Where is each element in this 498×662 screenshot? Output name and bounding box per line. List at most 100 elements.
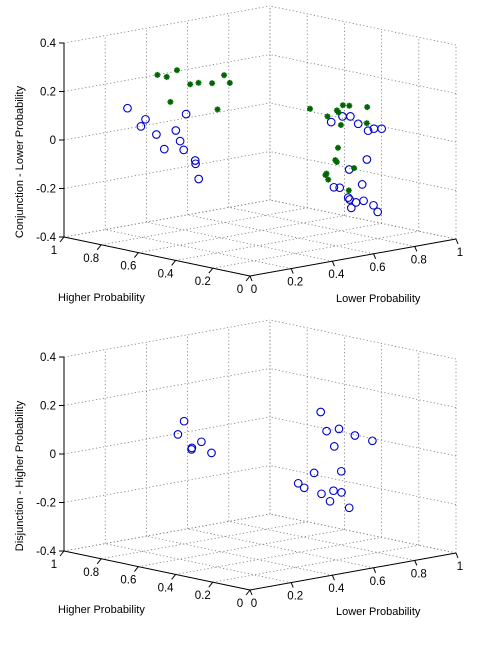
data-point-star — [351, 165, 358, 172]
plot2-y-tick-label: 0.4 — [158, 582, 175, 594]
data-point-star — [221, 72, 228, 79]
plot1-grid-line — [269, 5, 457, 46]
plot2-y-tick-label: 0.2 — [195, 590, 211, 602]
data-point-circle — [159, 144, 169, 154]
data-point-circle — [362, 155, 372, 164]
data-point-circle — [181, 109, 191, 119]
plot1-y-tick — [245, 275, 251, 282]
plot1-grid-line — [269, 199, 457, 240]
data-point-star — [325, 176, 332, 183]
data-point-circle — [207, 448, 216, 458]
plot1-y-tick — [208, 267, 214, 274]
plot1-grid-line — [63, 151, 271, 189]
scatter-plot-conjunction: 00.20.40.60.8100.20.40.60.81-0.4-0.200.2… — [14, 5, 463, 305]
plot2-grid-line — [63, 465, 271, 503]
plot1-grid-line — [269, 151, 457, 191]
plot2-grid — [63, 319, 457, 591]
plot2-y-tick — [171, 574, 176, 580]
plot2-grid-line — [63, 513, 271, 552]
data-point-circle — [329, 442, 339, 451]
plot2-x-tick — [455, 552, 459, 559]
plot1-grid-line — [269, 102, 457, 143]
plot2-grid-line — [187, 528, 374, 569]
plot1-grid-line — [175, 223, 382, 261]
data-point-circle — [309, 468, 319, 478]
data-point-star — [333, 159, 340, 165]
plot2-x-tick-label: 0.2 — [287, 591, 303, 603]
plot2-grid-line — [269, 319, 457, 360]
data-point-circle — [299, 483, 309, 493]
plot1-y-axis-title: Higher Probability — [58, 292, 145, 304]
plot2-z-tick-label: 0.4 — [40, 352, 57, 364]
plot2-y-tick-label: 1 — [51, 559, 57, 571]
plot2-x-tick-label: 0 — [251, 598, 257, 610]
data-point-star — [335, 144, 341, 151]
plot2-grid-line — [101, 521, 308, 560]
plot2-grid-line — [212, 544, 419, 583]
plot2-x-tick — [414, 560, 418, 566]
plot2-x-tick-label: 1 — [457, 561, 463, 573]
data-point-circle — [175, 136, 185, 146]
plot1-y-tick-label: 0.6 — [120, 261, 136, 273]
plot1-grid-line — [138, 215, 345, 253]
plot1-y-tick-label: 0.2 — [195, 276, 211, 288]
data-point-circle — [171, 126, 181, 135]
plot2-grid-line — [269, 513, 457, 554]
data-point-circle — [293, 478, 303, 488]
plot2-x-tick — [331, 575, 335, 581]
plot1-y-tick — [171, 260, 176, 266]
data-point-circle — [326, 117, 336, 127]
data-point-circle — [179, 416, 189, 426]
plot1-grid-line — [63, 102, 271, 141]
data-point-circle — [359, 196, 368, 206]
plot2-z-axis-title: Disjunction - Higher Probability — [14, 400, 26, 551]
data-point-circle — [190, 156, 200, 165]
plot2-grid-line — [269, 513, 457, 554]
plot2-z-tick-label: 0 — [50, 449, 56, 461]
data-point-star — [195, 79, 202, 86]
data-point-circle — [357, 180, 367, 189]
plot1-grid-line — [228, 207, 415, 247]
plot2-x-tick-label: 0.6 — [370, 576, 386, 588]
plot1-x-tick-label: 0.2 — [287, 277, 303, 289]
plot2-grid-line — [269, 465, 457, 505]
data-point-star — [339, 102, 346, 109]
plot2-grid-line — [146, 535, 333, 576]
data-point-star — [209, 80, 216, 87]
plot1-x-tick-label: 0.8 — [411, 254, 427, 266]
data-point-circle — [346, 203, 356, 213]
plot2-grid-line — [63, 368, 271, 406]
data-point-circle — [344, 503, 354, 513]
data-point-circle — [136, 122, 146, 131]
plot2-z-tick-label: -0.4 — [36, 546, 56, 558]
plot1-y-tick-label: 0.8 — [83, 253, 99, 265]
plot2-x-tick — [373, 567, 377, 573]
plot1-x-tick-label: 1 — [457, 247, 463, 259]
data-point-star — [364, 104, 371, 111]
plot2-x-tick — [290, 582, 294, 588]
data-point-circle — [317, 489, 326, 499]
plot1-z-tick-label: 0.4 — [40, 38, 57, 50]
data-point-circle — [187, 443, 197, 453]
plot1-z-tick-label: -0.2 — [36, 184, 56, 196]
data-point-circle — [179, 145, 189, 155]
data-point-star — [346, 102, 353, 109]
data-point-circle — [329, 486, 338, 496]
plot2-y-axis-line — [63, 550, 251, 591]
plot2-grid-line — [63, 319, 271, 358]
plot1-y-tick — [134, 252, 139, 258]
data-point-circle — [123, 103, 132, 113]
plot1-z-tick-label: 0 — [50, 135, 56, 147]
plot2-grid-line — [175, 537, 382, 575]
data-point-circle — [377, 124, 387, 134]
plot2-y-tick — [245, 589, 251, 596]
plot2-grid-line — [269, 368, 457, 408]
data-point-star — [154, 71, 161, 78]
data-point-circle — [141, 114, 150, 124]
plot2-y-tick — [134, 566, 139, 572]
data-point-circle — [191, 159, 200, 169]
data-point-circle — [368, 436, 377, 446]
plot2-axis-titles: Lower Probability Higher Probability Dis… — [14, 400, 421, 618]
data-point-circle — [325, 496, 335, 506]
data-point-star — [363, 120, 370, 127]
